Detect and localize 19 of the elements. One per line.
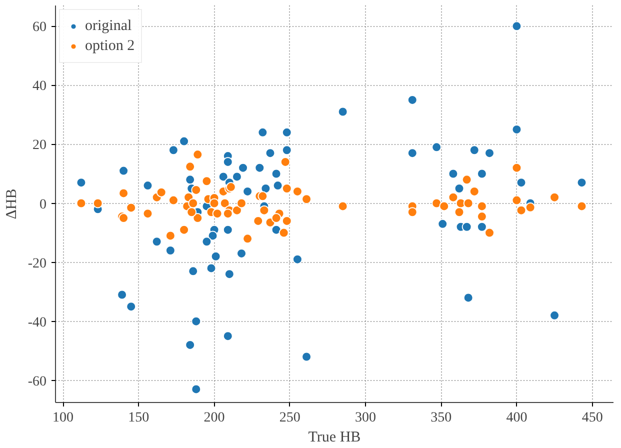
- y-tick-label: 40: [32, 79, 46, 94]
- y-tick-label: 0: [40, 197, 46, 212]
- x-tick-label: 250: [279, 410, 300, 426]
- x-axis-title: True HB: [308, 430, 361, 446]
- x-tick-label: 450: [582, 410, 603, 426]
- x-tick-label: 300: [355, 410, 376, 426]
- x-tick-label: 350: [430, 410, 452, 426]
- x-tick-label: 100: [52, 410, 74, 426]
- y-tick-label: -40: [28, 315, 47, 330]
- x-tick-label: 150: [128, 410, 150, 426]
- y-tick-label: 20: [32, 138, 46, 154]
- x-tick-label: 400: [506, 410, 528, 426]
- x-tick-label: 200: [204, 410, 225, 426]
- y-tick-label: -20: [28, 256, 47, 272]
- y-tick-label: 60: [32, 20, 46, 36]
- legend-label: option 2: [85, 38, 135, 54]
- y-tick-label: -60: [28, 374, 47, 390]
- legend-label: original: [85, 18, 132, 34]
- y-axis-title: ΔHB: [4, 188, 20, 220]
